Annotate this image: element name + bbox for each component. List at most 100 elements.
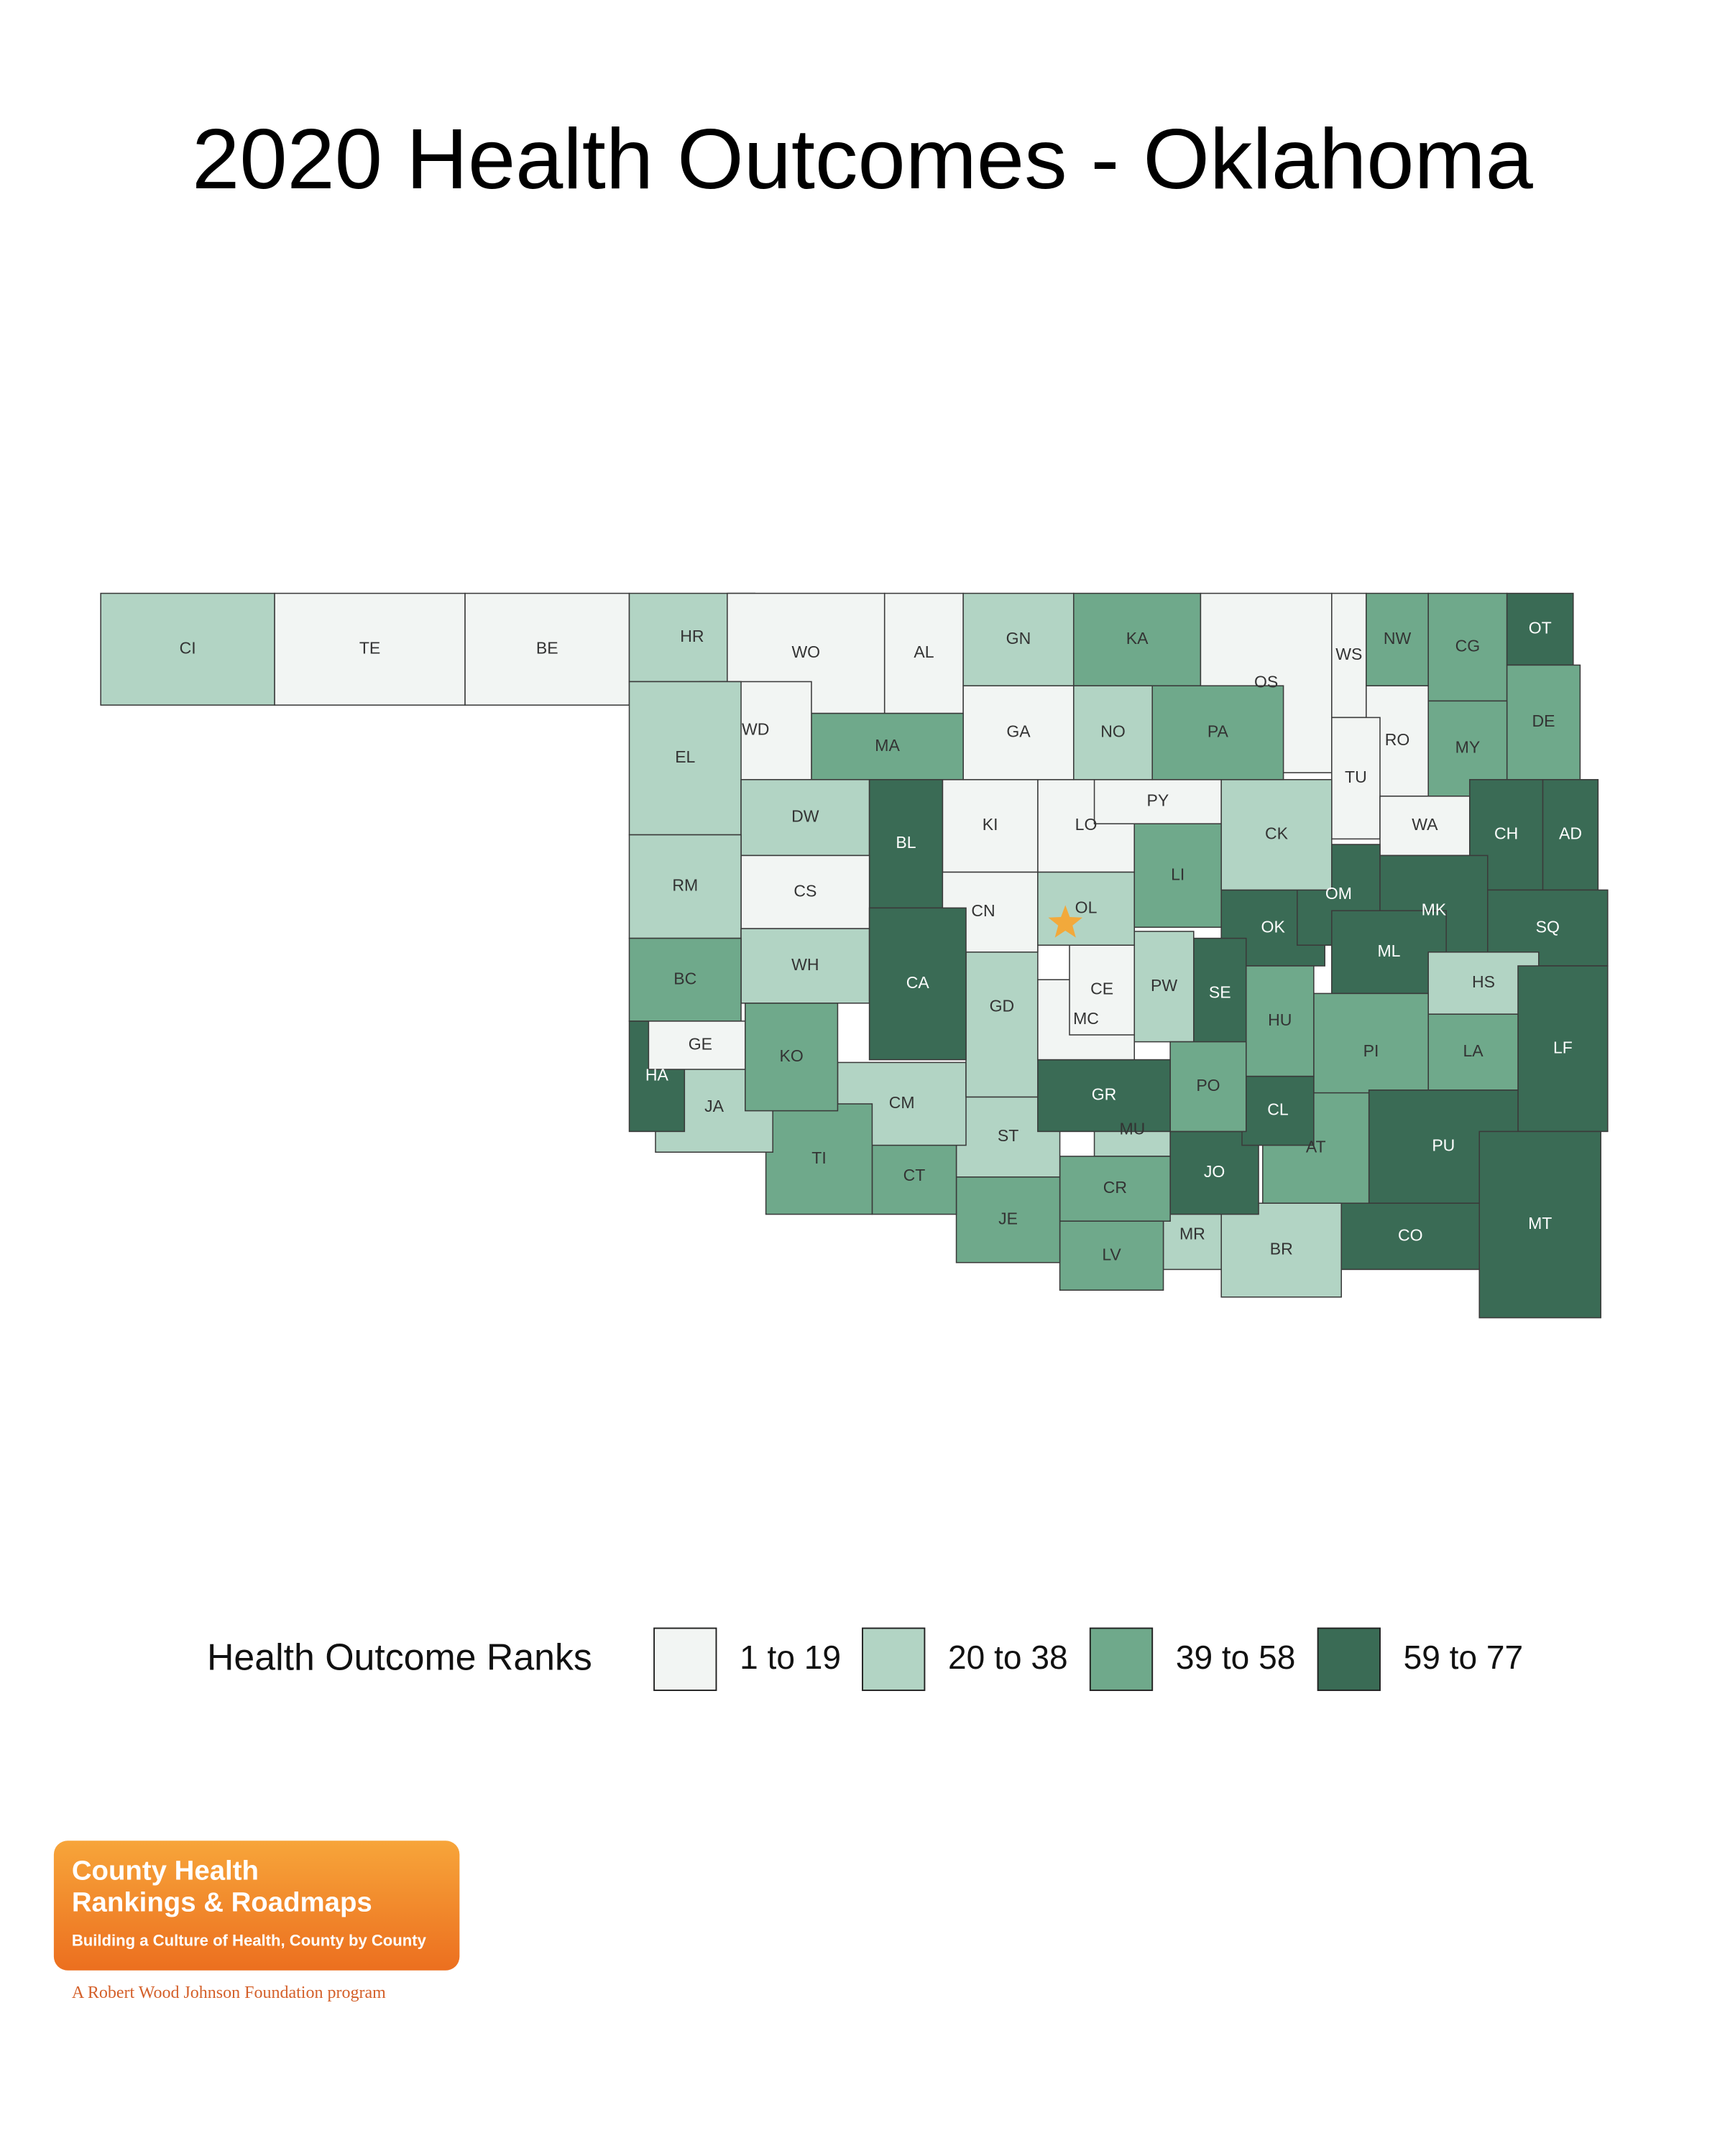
county-label: MR xyxy=(1179,1224,1205,1243)
county-label: TU xyxy=(1345,768,1367,786)
county-label: CI xyxy=(180,638,196,657)
logo-tagline: Building a Culture of Health, County by … xyxy=(72,1931,427,1949)
county xyxy=(1072,685,1153,780)
county-label: OM xyxy=(1325,884,1352,903)
legend-swatch xyxy=(653,1627,717,1691)
county-label: OL xyxy=(1075,898,1098,916)
county-label: CR xyxy=(1103,1178,1127,1197)
county xyxy=(765,1103,873,1215)
county-label: KO xyxy=(779,1046,803,1065)
county xyxy=(1169,1041,1247,1133)
county-label: HA xyxy=(645,1066,669,1084)
county-label: MY xyxy=(1455,738,1481,757)
county xyxy=(1220,779,1333,891)
county xyxy=(1340,1202,1481,1271)
county-label: CA xyxy=(906,973,930,992)
county xyxy=(942,779,1039,873)
county-label: LA xyxy=(1463,1041,1484,1060)
legend-label: 39 to 58 xyxy=(1176,1639,1296,1676)
county-label: DE xyxy=(1532,711,1555,730)
county-label: MT xyxy=(1528,1214,1552,1233)
legend-swatch xyxy=(1317,1627,1381,1691)
county-label: ST xyxy=(998,1126,1018,1145)
county-label: PA xyxy=(1208,722,1229,741)
county-label: CH xyxy=(1494,824,1518,843)
legend-label: 1 to 19 xyxy=(740,1639,841,1676)
county-label: BR xyxy=(1270,1240,1293,1258)
county xyxy=(1133,931,1195,1043)
county-label: RO xyxy=(1385,730,1410,749)
county-label: GN xyxy=(1006,629,1031,648)
county-label: EL xyxy=(675,747,695,766)
legend-label: 59 to 77 xyxy=(1404,1639,1524,1676)
county-label: OS xyxy=(1254,672,1278,691)
county xyxy=(464,592,630,706)
county-label: CM xyxy=(889,1093,915,1112)
county-label: BE xyxy=(536,638,558,657)
county-label: HS xyxy=(1472,972,1495,991)
county-label: MA xyxy=(875,736,900,755)
county xyxy=(628,937,742,1022)
county-label: PY xyxy=(1147,791,1169,810)
county xyxy=(811,712,964,780)
county-label: GR xyxy=(1092,1085,1117,1104)
county xyxy=(1517,965,1609,1133)
map-title: 2020 Health Outcomes - Oklahoma xyxy=(192,111,1534,207)
county xyxy=(740,928,870,1004)
county xyxy=(1037,871,1136,946)
county-label: SQ xyxy=(1536,917,1560,936)
county xyxy=(955,1176,1061,1263)
county-label: OK xyxy=(1261,917,1286,936)
county xyxy=(1059,1156,1171,1222)
county xyxy=(962,685,1075,780)
county-label: AD xyxy=(1559,824,1582,843)
county-label: DW xyxy=(791,807,819,826)
county xyxy=(1241,1075,1315,1146)
county xyxy=(1478,1130,1601,1319)
county-label: CE xyxy=(1090,980,1113,998)
legend-swatch xyxy=(862,1627,926,1691)
county xyxy=(1331,717,1381,840)
county xyxy=(1220,1202,1343,1298)
county xyxy=(868,907,967,1061)
county xyxy=(628,681,742,836)
county xyxy=(1245,965,1315,1077)
county-label: GD xyxy=(990,997,1015,1015)
county-label: SE xyxy=(1209,982,1231,1001)
county-label: WS xyxy=(1335,645,1362,663)
logo-line: Rankings & Roadmaps xyxy=(72,1887,372,1918)
county-label: GA xyxy=(1006,722,1031,741)
county xyxy=(1331,910,1447,995)
county-label: PO xyxy=(1196,1076,1220,1095)
county xyxy=(628,834,742,939)
county-label: LV xyxy=(1102,1245,1121,1263)
county-label: WH xyxy=(791,955,819,974)
county-label: WO xyxy=(791,642,820,661)
county-label: PI xyxy=(1363,1041,1379,1060)
county xyxy=(1379,796,1471,857)
county xyxy=(745,1003,839,1112)
county xyxy=(1069,944,1136,1036)
county-label: ML xyxy=(1377,941,1400,960)
county xyxy=(868,779,944,909)
county-label: OT xyxy=(1529,619,1552,637)
county-label: GE xyxy=(689,1034,712,1053)
legend-label: 20 to 38 xyxy=(948,1639,1068,1676)
county xyxy=(1151,685,1284,780)
logo-footer: A Robert Wood Johnson Foundation program xyxy=(72,1984,386,2002)
county-label: TI xyxy=(811,1148,826,1167)
county-label: LI xyxy=(1171,865,1184,883)
county-label: BL xyxy=(896,833,916,852)
county-label: KA xyxy=(1126,629,1149,648)
county xyxy=(1427,1013,1519,1091)
county-label: CK xyxy=(1265,824,1289,843)
county-label: JO xyxy=(1204,1162,1225,1181)
county xyxy=(1542,779,1599,891)
county xyxy=(1331,592,1367,719)
county xyxy=(1059,1220,1164,1291)
county xyxy=(740,854,870,929)
map: CI TE BE HR WO AL GN KA OS WS NW CG OT DE MY RO TU WA CH AD… xyxy=(100,592,1609,1319)
county-label: NO xyxy=(1100,722,1126,741)
capital-star xyxy=(1048,905,1083,938)
